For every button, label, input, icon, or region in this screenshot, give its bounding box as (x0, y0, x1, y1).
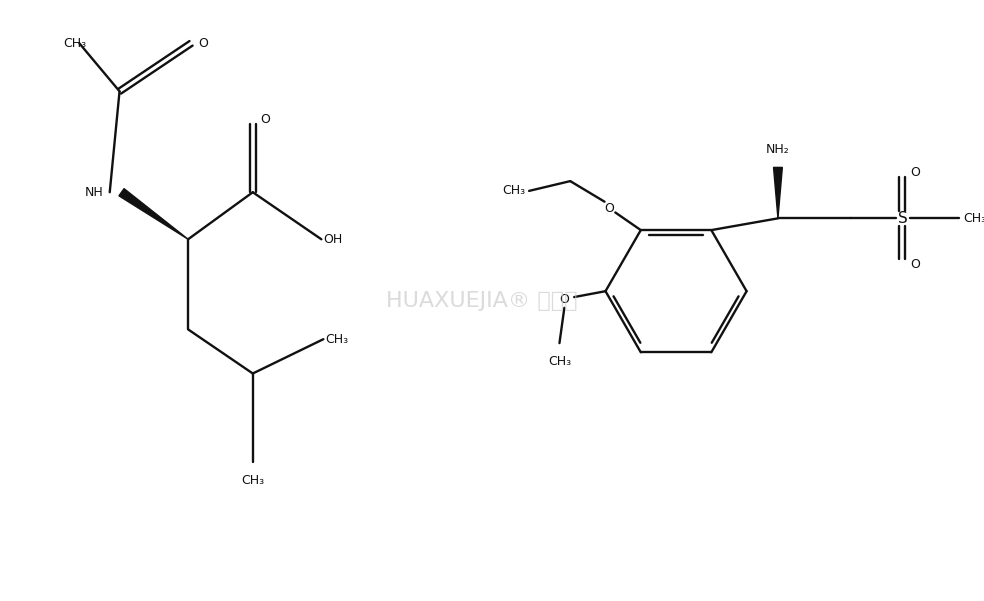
Text: S: S (897, 211, 907, 226)
Text: O: O (261, 113, 271, 126)
Text: O: O (560, 293, 570, 305)
Text: CH₃: CH₃ (241, 474, 265, 487)
Polygon shape (119, 189, 188, 239)
Text: CH₃: CH₃ (963, 212, 984, 225)
Text: O: O (910, 166, 920, 178)
Text: O: O (910, 258, 920, 271)
Text: HUAXUEJIA® 化学加: HUAXUEJIA® 化学加 (387, 291, 578, 311)
Text: CH₃: CH₃ (64, 37, 87, 50)
Text: OH: OH (324, 233, 342, 246)
Text: NH₂: NH₂ (767, 142, 790, 156)
Polygon shape (773, 168, 782, 218)
Text: O: O (604, 202, 614, 215)
Text: CH₃: CH₃ (502, 185, 525, 197)
Text: CH₃: CH₃ (326, 333, 348, 346)
Text: CH₃: CH₃ (548, 355, 571, 368)
Text: NH: NH (85, 186, 104, 199)
Text: O: O (198, 37, 208, 50)
